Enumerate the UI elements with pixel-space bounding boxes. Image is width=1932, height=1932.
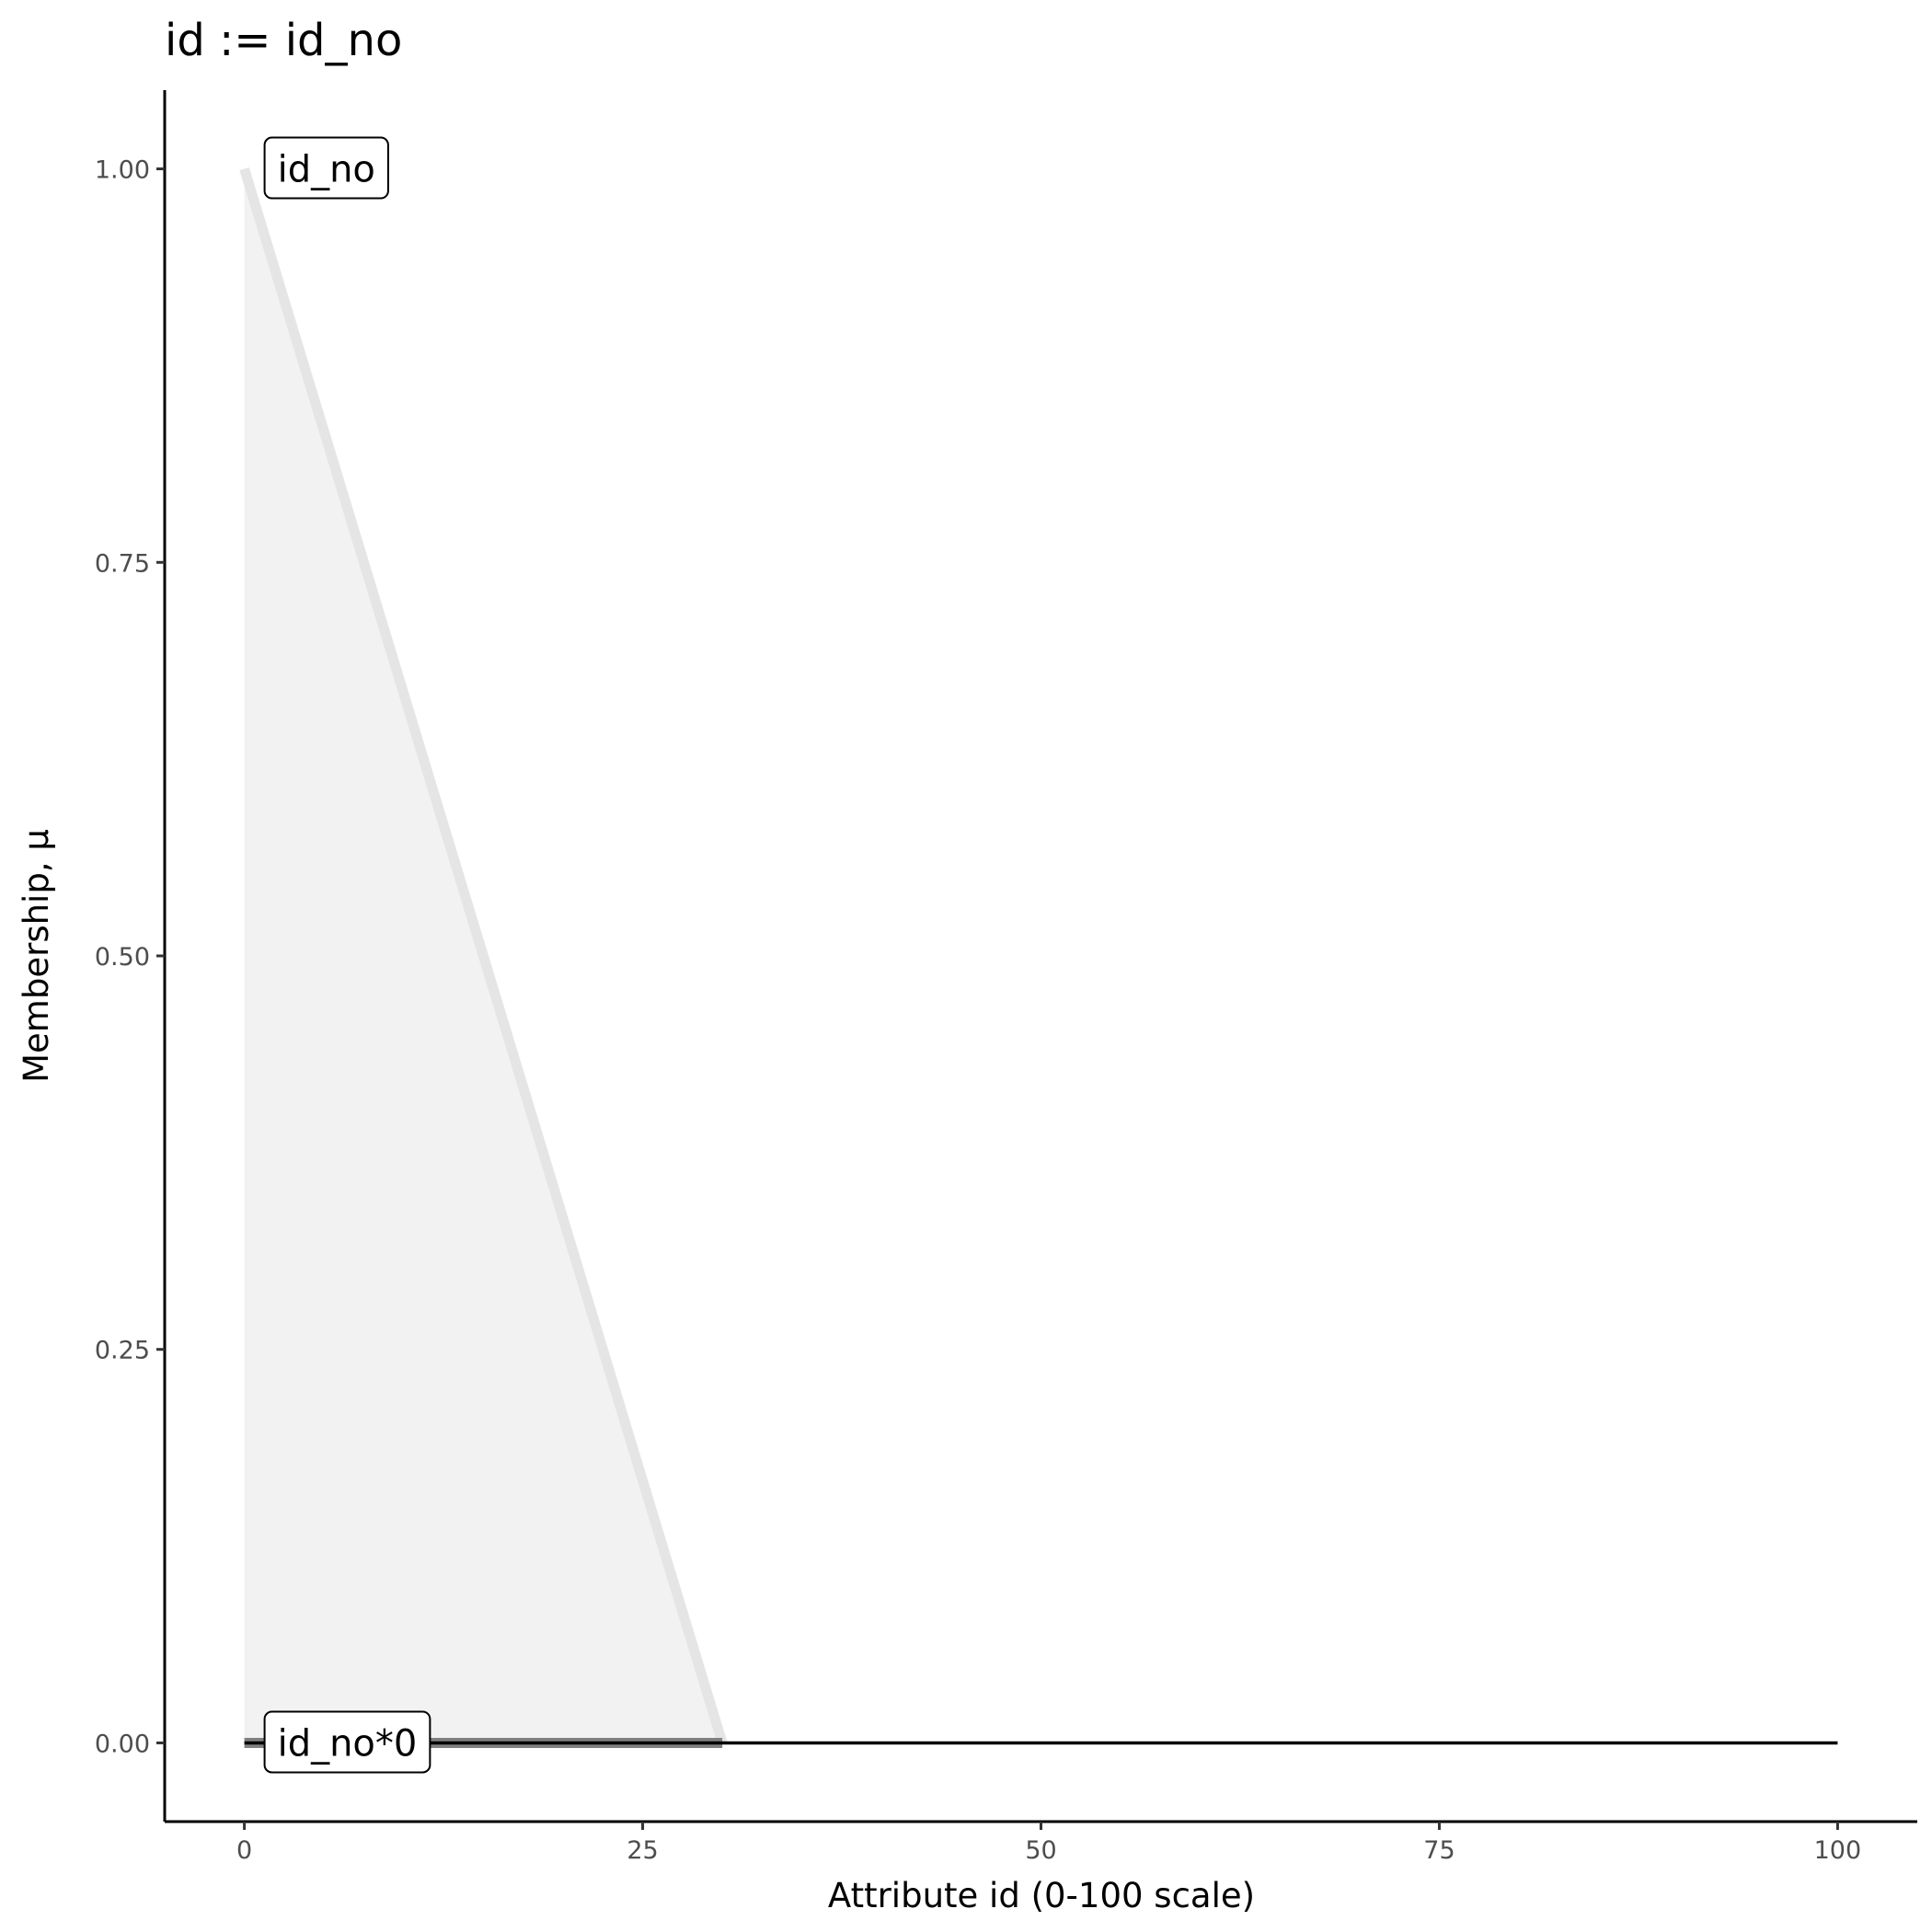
series-label-text: id_no*0 [278,1722,418,1765]
y-tick-label: 0.50 [95,943,150,972]
x-tick-label: 50 [1025,1836,1056,1865]
y-tick-label: 0.00 [95,1730,150,1758]
x-tick-label: 25 [627,1836,658,1865]
x-tick-label: 100 [1814,1836,1862,1865]
series-label-box [263,136,389,200]
y-tick-label: 1.00 [95,156,150,185]
series-label: id_no [263,136,389,200]
y-tick-label: 0.75 [95,549,150,578]
chart-title: id := id_no [165,15,402,66]
series-label-box [263,1710,431,1774]
series-label: id_no*0 [263,1710,431,1774]
membership-line-id_no [239,167,728,1745]
series-label-text: id_no [278,149,375,191]
x-axis-label: Attribute id (0-100 scale) [828,1876,1255,1915]
x-tick-label: 0 [236,1836,252,1865]
x-tick-label: 75 [1423,1836,1455,1865]
plot-area: id_no id_no*0 [239,136,1838,1774]
y-axis-label: Membership, μ [17,829,56,1083]
axes: 0 25 50 75 100 0.00 0.25 0.50 0.75 1.00 [95,90,1917,1865]
y-tick-label: 0.25 [95,1337,150,1365]
